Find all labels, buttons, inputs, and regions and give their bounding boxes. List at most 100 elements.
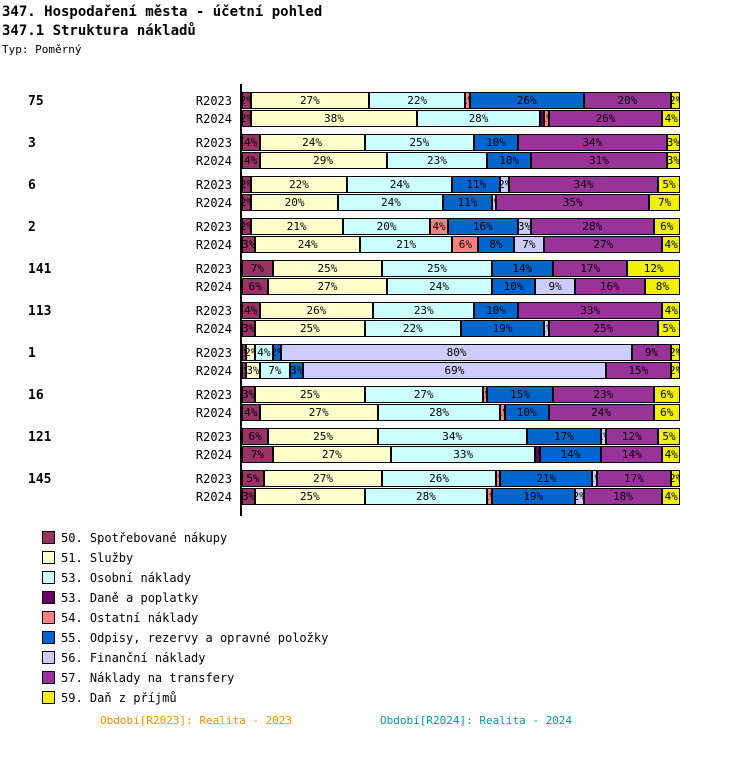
segment-value-label: 3% <box>242 490 256 503</box>
bar-segment: 1% <box>242 362 247 379</box>
segment-value-label: 28% <box>582 220 603 233</box>
row-label: R2023 <box>195 472 232 486</box>
segment-value-label: 3% <box>290 364 304 377</box>
segment-value-label: 10% <box>486 136 506 149</box>
bar-group-75: 75R20232%27%22%1%26%20%2%R20242%38%28%1%… <box>0 92 750 127</box>
bar-segment: 20% <box>583 92 672 109</box>
bar-segment: 7% <box>649 194 680 211</box>
bar-segment: 3% <box>242 488 256 505</box>
segment-value-label: 10% <box>503 280 524 293</box>
bar-segment: 27% <box>263 470 383 487</box>
segment-value-label: 19% <box>492 322 513 335</box>
bar-segment: 1% <box>539 110 545 127</box>
bar-segment: 1% <box>496 470 501 487</box>
bar-segment: 7% <box>259 362 291 379</box>
bar-segment: 14% <box>491 260 553 277</box>
bar-row-r2024: R2024 2% 20% 24% 11% 1% 35% 7% <box>0 194 750 211</box>
segment-value-label: 2% <box>501 177 508 192</box>
segment-value-label: 17% <box>580 262 601 275</box>
bar-row-r2024: R2024 3% 25% 22% 19% 1% 25% 5% <box>0 320 750 337</box>
bar-segment: 2% <box>500 176 510 193</box>
segment-value-label: 11% <box>457 196 478 209</box>
legend-label: 53. Osobní náklady <box>61 570 192 585</box>
bar-row-r2023: R2023 4% 26% 23% 10% 33% 4% <box>0 302 750 319</box>
segment-value-label: 21% <box>396 238 417 251</box>
bar-segment: 24% <box>259 134 365 151</box>
bar-segment: 35% <box>496 194 650 211</box>
legend-color-swatch <box>42 631 55 644</box>
segment-value-label: 7% <box>268 364 282 377</box>
legend-color-swatch <box>42 691 55 704</box>
bar-segment: 1% <box>482 386 488 403</box>
segment-value-label: 6% <box>248 280 262 293</box>
segment-value-label: 1% <box>488 489 490 504</box>
segment-value-label: 20% <box>284 196 305 209</box>
bar-segment: 19% <box>460 320 545 337</box>
stacked-bar: 1%2%4%2%80%9%2% <box>242 344 680 361</box>
segment-value-label: 8% <box>489 238 503 251</box>
stacked-bar: 2% 27% 22% 1% 26% 20% 2% <box>242 92 680 109</box>
bar-segment: 2% <box>242 218 251 235</box>
legend-color-swatch <box>42 671 55 684</box>
segment-value-label: 5% <box>662 178 676 191</box>
page-subtitle: 347.1 Struktura nákladů <box>2 23 196 39</box>
bar-group-121: 121 R2023 6% 25% 34% 17% 1% 12% 5% R2024 7% 27% 33% 1… <box>0 428 750 463</box>
segment-value-label: 25% <box>313 430 333 443</box>
segment-value-label: 3% <box>517 220 532 233</box>
page-title: 347. Hospodaření města - účetní pohled <box>2 4 323 20</box>
bar-segment: 3% <box>246 362 260 379</box>
bar-segment: 6% <box>653 386 680 403</box>
segment-value-label: 4% <box>664 238 678 251</box>
legend-item: 53. Daně a poplatky <box>42 590 328 605</box>
bar-segment: 14% <box>601 446 663 463</box>
segment-value-label: 2% <box>243 93 250 108</box>
row-label: R2024 <box>195 322 232 336</box>
bar-segment: 15% <box>487 386 553 403</box>
group-id-label: 16 <box>28 388 44 403</box>
segment-value-label: 16% <box>599 280 620 293</box>
row-label: R2024 <box>195 196 232 210</box>
bar-segment: 20% <box>342 218 431 235</box>
row-label: R2024 <box>195 448 232 462</box>
segment-value-label: 4% <box>664 490 678 503</box>
bar-row-r2023: R2023 4% 24% 25% 10% 34% 3% <box>0 134 750 151</box>
segment-value-label: 35% <box>562 196 583 209</box>
segment-value-label: 25% <box>299 388 320 401</box>
bar-segment: 14% <box>539 446 602 463</box>
segment-value-label: 3% <box>246 364 260 377</box>
segment-value-label: 25% <box>299 490 320 503</box>
segment-value-label: 6% <box>660 388 674 401</box>
segment-value-label: 23% <box>593 388 614 401</box>
bar-segment: 25% <box>255 488 365 505</box>
stacked-bar: 3% 25% 22% 19% 1% 25% 5% <box>242 320 680 337</box>
segment-value-label: 2% <box>243 111 250 126</box>
segment-value-label: 15% <box>628 364 649 377</box>
bar-segment: 1% <box>242 344 247 361</box>
segment-value-label: 6% <box>660 406 674 419</box>
bar-segment: 28% <box>364 488 488 505</box>
segment-value-label: 27% <box>593 238 614 251</box>
bar-segment: 7% <box>242 446 273 463</box>
segment-value-label: 23% <box>413 304 434 317</box>
bar-segment: 15% <box>605 362 672 379</box>
bar-segment: 34% <box>509 176 659 193</box>
bar-segment: 4% <box>662 488 680 505</box>
segment-value-label: 2% <box>243 219 250 234</box>
bar-segment: 27% <box>250 92 369 109</box>
segment-value-label: 17% <box>553 430 574 443</box>
segment-value-label: 28% <box>416 490 436 503</box>
legend-label: 53. Daně a poplatky <box>61 590 199 605</box>
row-label: R2024 <box>195 490 232 504</box>
bar-segment: 4% <box>430 218 448 235</box>
row-label: R2023 <box>195 262 232 276</box>
bar-segment: 5% <box>658 428 680 445</box>
bar-row-r2024: R2024 2% 38% 28% 1%1% 26% 4% <box>0 110 750 127</box>
bar-segment: 4% <box>242 404 260 421</box>
row-label: R2024 <box>195 112 232 126</box>
segment-value-label: 10% <box>499 154 520 167</box>
group-id-label: 75 <box>28 94 44 109</box>
bar-segment: 33% <box>517 302 663 319</box>
bar-segment: 1% <box>544 320 549 337</box>
stacked-bar: 4% 26% 23% 10% 33% 4% <box>242 302 680 319</box>
legend-color-swatch <box>42 571 55 584</box>
